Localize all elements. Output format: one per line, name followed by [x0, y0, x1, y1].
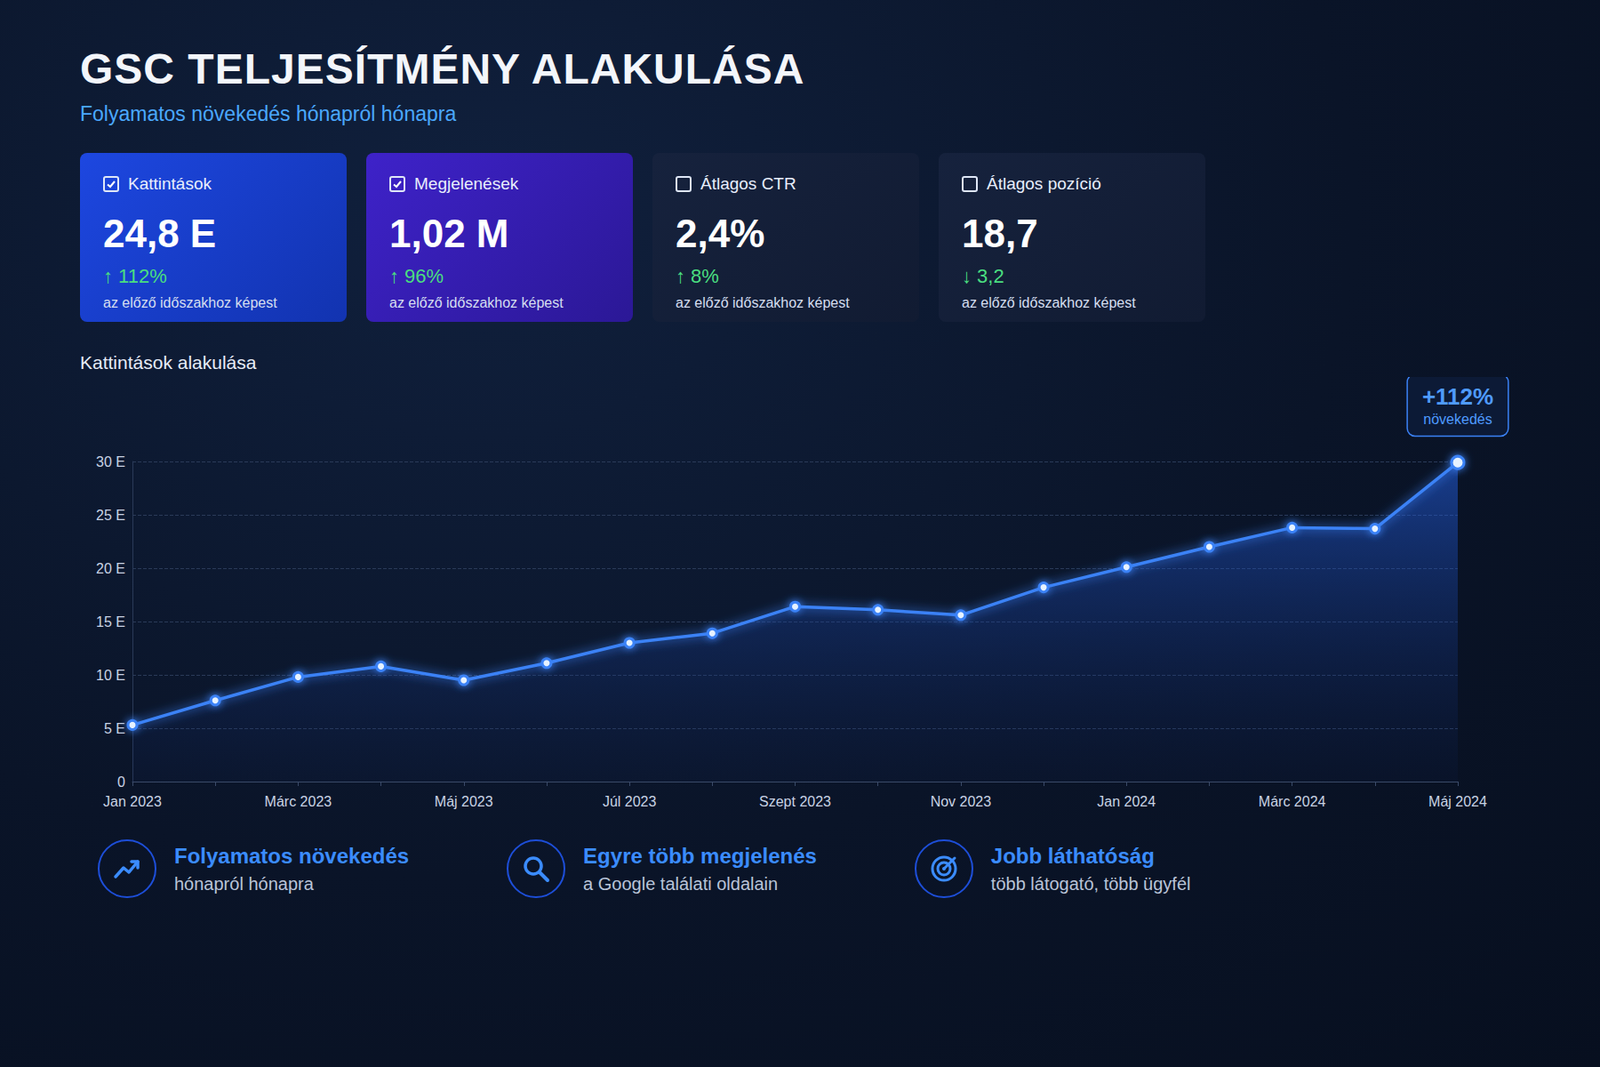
- html-text:1,02 M: 1,02 M: [389, 211, 509, 256]
- svg-text:Máj 2023: Máj 2023: [434, 793, 494, 809]
- html-text:18,7: 18,7: [961, 211, 1038, 256]
- html-text:↓ 3,2: ↓ 3,2: [961, 264, 1005, 288]
- html-text:24,8 E: 24,8 E: [103, 211, 217, 256]
- html-text:több látogató, több ügyfél: több látogató, több ügyfél: [991, 873, 1191, 893]
- svg-text:Nov 2023: Nov 2023: [930, 793, 992, 809]
- html-text:hónapról hónapra: hónapról hónapra: [174, 873, 314, 893]
- svg-text:20 E: 20 E: [96, 560, 126, 576]
- html-text:Kattintások alakulása: Kattintások alakulása: [80, 352, 257, 373]
- svg-text:Máj 2024: Máj 2024: [1428, 793, 1488, 809]
- svg-text:Jan 2024: Jan 2024: [1096, 793, 1156, 809]
- html-text:az előző időszakhoz képest: az előző időszakhoz képest: [103, 295, 278, 311]
- html-text:az előző időszakhoz képest: az előző időszakhoz képest: [961, 295, 1136, 311]
- html-text:Folyamatos növekedés hónapról: Folyamatos növekedés hónapról hónapra: [80, 102, 457, 126]
- svg-text:30 E: 30 E: [96, 454, 126, 470]
- html-text:az előző időszakhoz képest: az előző időszakhoz képest: [389, 295, 564, 311]
- html-text:az előző időszakhoz képest: az előző időszakhoz képest: [675, 295, 850, 311]
- html-text:↑ 112%: ↑ 112%: [103, 264, 167, 288]
- svg-text:25 E: 25 E: [96, 507, 126, 523]
- html-text:Kattintások: Kattintások: [128, 174, 212, 193]
- svg-text:növekedés: növekedés: [1423, 411, 1492, 427]
- svg-text:Szept 2023: Szept 2023: [759, 793, 832, 809]
- html-text:Egyre több megjelenés: Egyre több megjelenés: [583, 843, 817, 868]
- html-text:Megjelenések: Megjelenések: [414, 174, 519, 193]
- html-text:↑ 96%: ↑ 96%: [389, 264, 444, 288]
- html-text:Átlagos pozíció: Átlagos pozíció: [986, 174, 1102, 193]
- svg-text:Jan 2023: Jan 2023: [103, 793, 162, 809]
- html-text:Átlagos CTR: Átlagos CTR: [700, 174, 797, 193]
- svg-text:Márc 2024: Márc 2024: [1258, 793, 1327, 809]
- svg-text:Márc 2023: Márc 2023: [264, 793, 333, 809]
- svg-text:+112%: +112%: [1422, 383, 1494, 410]
- html-text:GSC TELJESÍTMÉNY ALAKULÁSA: GSC TELJESÍTMÉNY ALAKULÁSA: [80, 45, 805, 93]
- html-text:↑ 8%: ↑ 8%: [675, 264, 720, 288]
- svg-text:0: 0: [117, 774, 126, 790]
- html-text:Folyamatos növekedés: Folyamatos növekedés: [174, 843, 409, 868]
- html-text:a Google találati oldalain: a Google találati oldalain: [583, 873, 778, 893]
- html-text:2,4%: 2,4%: [675, 211, 765, 256]
- html-text:Jobb láthatóság: Jobb láthatóság: [991, 843, 1155, 868]
- svg-text:10 E: 10 E: [96, 667, 126, 683]
- svg-text:15 E: 15 E: [96, 614, 126, 630]
- svg-text:5 E: 5 E: [104, 720, 126, 736]
- svg-text:Júl 2023: Júl 2023: [602, 793, 657, 809]
